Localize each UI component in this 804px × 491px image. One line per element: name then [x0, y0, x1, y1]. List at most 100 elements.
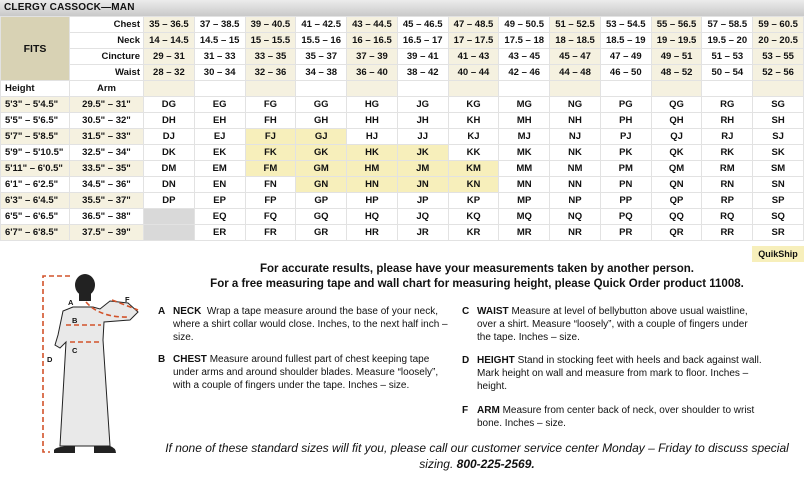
fits-label: FITS [0, 16, 70, 81]
size-code: SJ [752, 128, 804, 145]
size-code-quikship: HN [346, 176, 398, 193]
size-code: QM [650, 160, 703, 177]
height-cell: 5'5" – 5'6.5" [0, 112, 70, 129]
measure-cell: 37 – 38.5 [193, 16, 246, 33]
size-code: NG [549, 96, 601, 113]
measure-label: Neck [69, 32, 144, 49]
size-code: DG [143, 96, 195, 113]
measure-cell: 53 – 54.5 [599, 16, 652, 33]
size-code: JJ [396, 128, 449, 145]
spacer-cell [295, 80, 348, 97]
height-cell: 6'1" – 6'2.5" [0, 176, 70, 193]
size-code: EN [193, 176, 246, 193]
measure-cell: 59 – 60.5 [752, 16, 804, 33]
size-code: FQ [244, 208, 297, 225]
size-code: QR [650, 224, 703, 241]
head [75, 274, 95, 296]
table-row: 6'5" – 6'6.5" 36.5" – 38" EQ FQ GQ HQ JQ KQ MQ NQ… [0, 208, 804, 225]
measure-cell: 39 – 41 [396, 48, 449, 65]
size-code: NQ [549, 208, 601, 225]
size-code: EQ [193, 208, 246, 225]
measure-cell: 46 – 50 [599, 64, 652, 81]
measure-cell: 36 – 40 [346, 64, 398, 81]
size-code: PM [599, 160, 652, 177]
measure-cell: 16.5 – 17 [396, 32, 449, 49]
unavailable-cell [143, 224, 195, 241]
size-code: SH [752, 112, 804, 129]
size-code-quikship: FM [244, 160, 297, 177]
measure-cell: 37 – 39 [346, 48, 398, 65]
label-a: A [68, 298, 74, 307]
spacer-cell [752, 80, 804, 97]
label-c: C [72, 346, 78, 355]
spacer-cell [498, 80, 551, 97]
figure-body [54, 300, 139, 447]
size-code-quikship: KN [447, 176, 500, 193]
spacer-cell [549, 80, 601, 97]
table-row: 5'7" – 5'8.5" 31.5" – 33" DJ EJ FJ GJ HJ JJ KJ MJ… [0, 128, 804, 145]
size-code: QJ [650, 128, 703, 145]
size-code: NK [549, 144, 601, 161]
size-code: SQ [752, 208, 804, 225]
measure-cell: 17.5 – 18 [498, 32, 551, 49]
measuring-figure: A B C D F [42, 274, 139, 453]
label-f: F [125, 295, 130, 304]
size-code-quikship: GM [295, 160, 348, 177]
size-code: PH [599, 112, 652, 129]
phone-number: 800-225-2569. [456, 457, 535, 471]
instruction-neck: A NECK Wrap a tape measure around the ba… [158, 306, 448, 343]
size-code-quikship: FJ [244, 128, 297, 145]
size-code-quikship: JM [396, 160, 449, 177]
spacer-cell [143, 80, 195, 97]
size-code: SP [752, 192, 804, 209]
size-code: HG [346, 96, 398, 113]
arm-cell: 33.5" – 35" [69, 160, 144, 177]
size-code: JP [396, 192, 449, 209]
size-code: EG [193, 96, 246, 113]
size-code: QK [650, 144, 703, 161]
height-cell: 5'7" – 5'8.5" [0, 128, 70, 145]
size-code: DM [143, 160, 195, 177]
measure-cell: 15.5 – 16 [295, 32, 348, 49]
size-code: EM [193, 160, 246, 177]
spacer-cell [396, 80, 449, 97]
arm-header: Arm [69, 80, 144, 97]
size-code: RR [701, 224, 754, 241]
size-code: DP [143, 192, 195, 209]
size-code: MH [498, 112, 551, 129]
size-code: EK [193, 144, 246, 161]
label-d: D [47, 355, 53, 364]
size-code: KJ [447, 128, 500, 145]
size-code: NJ [549, 128, 601, 145]
measure-cell: 49 – 51 [650, 48, 703, 65]
size-code: PJ [599, 128, 652, 145]
measure-cell: 41 – 43 [447, 48, 500, 65]
size-code: MN [498, 176, 551, 193]
quikship-legend: QuikShip [752, 246, 804, 262]
measure-cell: 51 – 52.5 [549, 16, 601, 33]
chart-title: CLERGY CASSOCK—MAN [0, 0, 804, 16]
arm-cell: 37.5" – 39" [69, 224, 144, 241]
height-cell: 6'5" – 6'6.5" [0, 208, 70, 225]
size-code: ER [193, 224, 246, 241]
measure-row-chest: FITS Chest 35 – 36.5 37 – 38.5 39 – 40.5 41 –… [0, 16, 804, 81]
size-code: GQ [295, 208, 348, 225]
spacer-cell [599, 80, 652, 97]
size-code: HJ [346, 128, 398, 145]
table-row: 5'5" – 5'6.5" 30.5" – 32" DH EH FH GH HH JH KH MH… [0, 112, 804, 129]
size-code: MM [498, 160, 551, 177]
size-code: FN [244, 176, 297, 193]
size-code: HQ [346, 208, 398, 225]
measure-cell: 41 – 42.5 [295, 16, 348, 33]
measure-cell: 30 – 34 [193, 64, 246, 81]
size-code: FH [244, 112, 297, 129]
measure-cell: 52 – 56 [752, 64, 804, 81]
size-code: RK [701, 144, 754, 161]
size-code: PQ [599, 208, 652, 225]
size-code: KR [447, 224, 500, 241]
measure-cell: 14 – 14.5 [143, 32, 195, 49]
special-sizing-note: If none of these standard sizes will fit… [165, 441, 789, 471]
measure-cell: 57 – 58.5 [701, 16, 754, 33]
size-code: DH [143, 112, 195, 129]
measure-cell: 45 – 47 [549, 48, 601, 65]
